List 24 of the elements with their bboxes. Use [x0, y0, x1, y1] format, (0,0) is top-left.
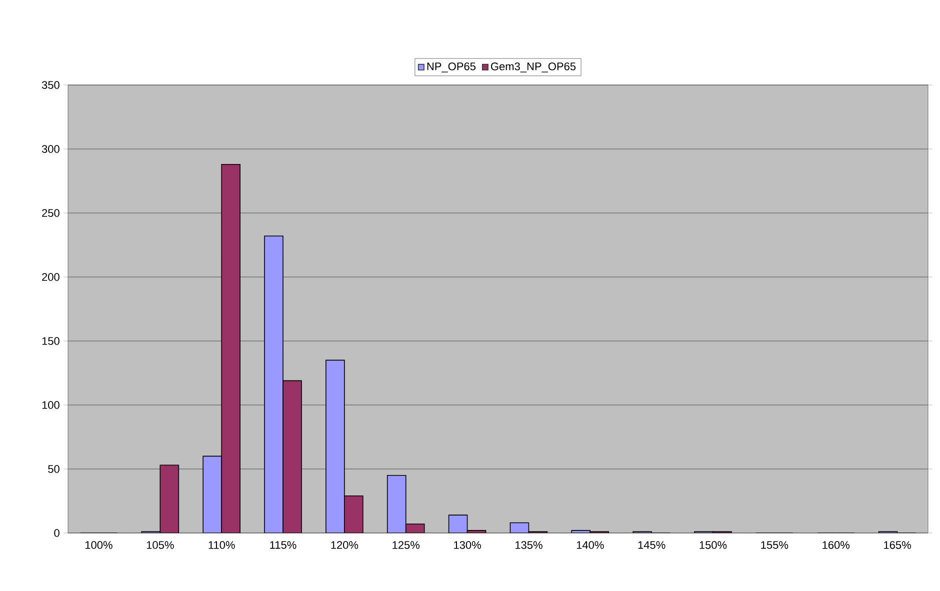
x-tick-label: 160%	[822, 541, 850, 549]
y-tick-label: 250	[42, 209, 60, 217]
x-tick-label: 135%	[515, 541, 542, 549]
x-tick-label: 145%	[638, 541, 666, 549]
x-tick-label: 165%	[884, 541, 911, 549]
x-tick-label: 155%	[761, 541, 788, 549]
legend-label: NP_OP65	[427, 62, 476, 72]
x-tick-label: 150%	[700, 541, 727, 549]
x-tick-label: 110%	[208, 541, 235, 549]
x-tick-label: 125%	[392, 541, 420, 549]
y-tick-label: 350	[42, 81, 60, 89]
y-tick-label: 150	[42, 337, 60, 345]
x-tick-label: 115%	[270, 541, 296, 549]
x-tick-label: 120%	[331, 541, 358, 549]
x-tick-label: 100%	[85, 541, 112, 549]
y-tick-label: 100	[42, 401, 60, 409]
x-tick-label: 140%	[576, 541, 604, 549]
y-tick-label: 50	[48, 465, 60, 473]
y-tick-label: 200	[42, 273, 60, 281]
x-tick-label: 105%	[146, 541, 174, 549]
y-tick-label: 300	[42, 145, 60, 153]
x-tick-label: 130%	[454, 541, 481, 549]
y-tick-label: 0	[54, 529, 60, 537]
legend-label: Gem3_NP_OP65	[491, 62, 576, 72]
